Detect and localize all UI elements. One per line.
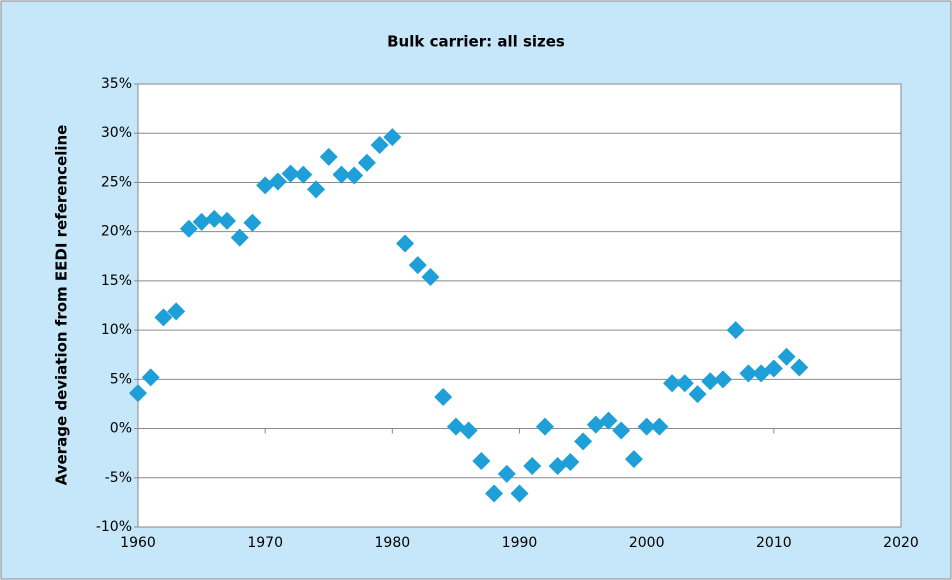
point xyxy=(141,368,160,387)
x-tick-label: 2000 xyxy=(629,535,665,551)
point xyxy=(790,358,809,377)
point xyxy=(713,370,732,389)
plot-area xyxy=(137,83,902,528)
x-tick-label: 1980 xyxy=(375,535,411,551)
point xyxy=(688,385,707,404)
point xyxy=(396,234,415,253)
point xyxy=(421,267,440,286)
point xyxy=(294,165,313,184)
x-tick-label: 1960 xyxy=(120,535,156,551)
point xyxy=(408,256,427,275)
x-tick-label: 1990 xyxy=(502,535,538,551)
y-tick-label: 10% xyxy=(101,322,132,338)
point xyxy=(268,172,287,191)
point xyxy=(574,432,593,451)
point xyxy=(675,374,694,393)
point xyxy=(637,417,656,436)
point xyxy=(230,228,249,247)
point xyxy=(764,359,783,378)
point xyxy=(599,411,618,430)
point xyxy=(332,165,351,184)
y-tick-label: 30% xyxy=(101,125,132,141)
point xyxy=(345,166,364,185)
point xyxy=(650,417,669,436)
y-tick-label: -10% xyxy=(96,519,132,535)
point xyxy=(167,302,186,321)
point xyxy=(179,219,198,238)
point xyxy=(510,484,529,503)
point xyxy=(497,464,516,483)
x-tick-label: 2010 xyxy=(756,535,792,551)
point xyxy=(472,452,491,471)
point xyxy=(281,164,300,183)
point xyxy=(154,308,173,327)
point xyxy=(243,213,262,232)
point xyxy=(777,347,796,366)
point xyxy=(129,384,147,403)
point xyxy=(218,211,237,230)
y-tick-label: -5% xyxy=(105,470,132,486)
point xyxy=(383,128,402,147)
point xyxy=(205,209,224,228)
chart-title: Bulk carrier: all sizes xyxy=(387,33,565,51)
y-tick-label: 25% xyxy=(101,174,132,190)
point xyxy=(192,212,211,231)
y-axis-label: Average deviation from EEDI referencelin… xyxy=(53,125,71,486)
point xyxy=(307,180,326,199)
point xyxy=(485,484,504,503)
point xyxy=(370,136,389,155)
point xyxy=(663,374,682,393)
point xyxy=(726,321,745,340)
point xyxy=(739,364,758,383)
point xyxy=(434,388,453,407)
point xyxy=(523,456,542,475)
point xyxy=(535,417,554,436)
point xyxy=(612,421,631,440)
point xyxy=(701,372,720,391)
point xyxy=(319,147,338,166)
point xyxy=(624,450,643,469)
y-tick-label: 5% xyxy=(110,371,132,387)
x-tick-label: 2020 xyxy=(883,535,919,551)
y-tick-label: 0% xyxy=(110,421,132,437)
x-tick-label: 1970 xyxy=(247,535,283,551)
y-tick-label: 20% xyxy=(101,224,132,240)
point xyxy=(357,153,376,172)
point xyxy=(459,421,478,440)
y-tick-label: 35% xyxy=(101,76,132,92)
y-tick-label: 15% xyxy=(101,273,132,289)
point xyxy=(561,453,580,472)
